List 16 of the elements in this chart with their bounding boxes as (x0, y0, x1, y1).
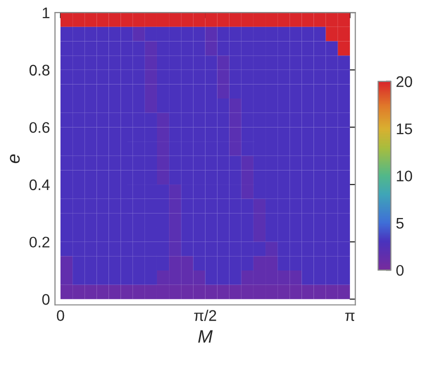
x-tick-label: π (345, 312, 355, 321)
y-tick-label: 0.6 (29, 122, 50, 133)
x-tick-label: 0 (56, 310, 64, 321)
y-tick-label: 0.4 (29, 179, 50, 190)
y-tick-label: 0 (42, 294, 50, 305)
y-axis-title: e (10, 154, 20, 164)
color-bar-label: 10 (396, 170, 412, 182)
color-bar-label: 15 (396, 124, 412, 134)
y-tick-label: 0.2 (29, 236, 50, 248)
y-tick-label: 1 (42, 8, 50, 18)
x-axis-title: M (198, 330, 213, 343)
color-bar-label: 20 (396, 76, 412, 88)
color-bar-label: 0 (396, 264, 404, 276)
y-tick-label: 0.8 (29, 64, 50, 76)
x-tick-label: π/2 (194, 310, 216, 321)
color-bar-label: 5 (396, 218, 404, 229)
